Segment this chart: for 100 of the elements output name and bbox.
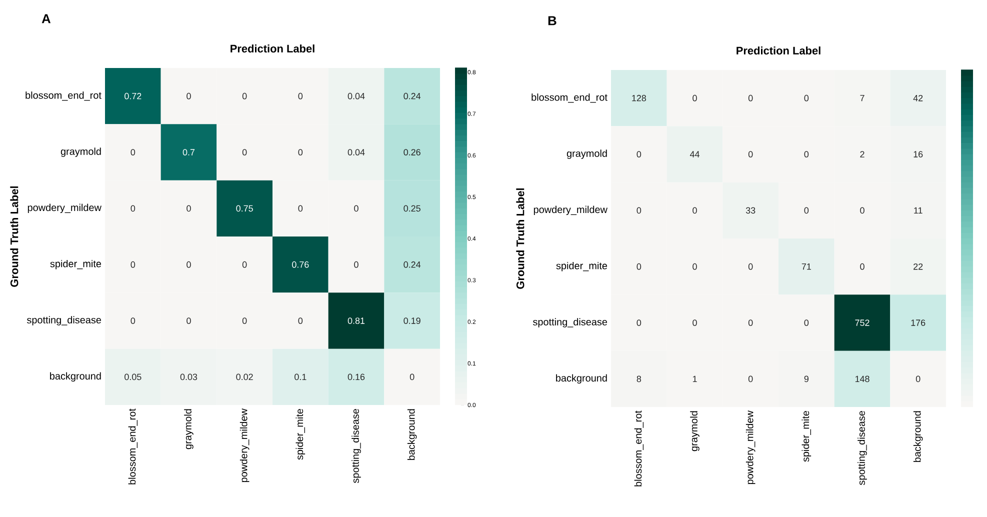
y-tick-label: graymold [566,150,607,159]
data-label: 148 [855,376,870,382]
data-label: 0 [636,151,642,158]
data-label: 0.26 [404,149,420,156]
data-label: 2 [860,151,864,158]
data-label: 0 [636,263,642,270]
text: A [42,14,51,24]
data-label: 0 [804,94,809,102]
data-label: 0 [692,263,697,270]
data-label: 0 [242,261,247,268]
data-label: 0.04 [348,92,365,100]
data-label: 0 [130,261,136,268]
data-label: 16 [914,151,923,158]
data-label: 0 [636,207,642,214]
x-tick-label: spider_mite [296,408,306,460]
data-label: 0 [804,320,809,326]
data-label: 0.7 [182,149,195,156]
data-label: 0 [748,320,753,326]
data-label: 0 [636,320,642,326]
data-label: 176 [911,320,926,326]
data-label: 0.02 [236,374,253,380]
data-label: 0 [692,207,697,214]
y-tick-label: background [556,374,607,384]
y-tick-label: spider_mite [556,262,608,272]
data-label: 0.16 [348,374,365,380]
x-tick-label: powdery_mildew [746,410,756,484]
data-label: 0 [186,261,191,268]
data-label: 0 [748,94,753,102]
data-label: 0 [860,207,864,214]
data-label: 0 [804,207,809,214]
x-tick-label: spotting_disease [352,408,361,484]
data-label: 0 [354,261,358,268]
data-label: 0 [748,151,753,158]
data-label: 0 [130,205,136,212]
data-label: 0 [804,151,809,158]
data-label: 0 [354,205,358,212]
data-label: 128 [632,94,646,102]
y-tick-label: background [50,372,101,382]
data-label: 0 [186,92,191,100]
y-tick-label: blossom_end_rot [532,93,608,103]
data-label: 1 [692,376,697,382]
data-label: 0 [186,318,191,324]
data-label: 0.76 [292,261,309,268]
y-axis-title: Ground Truth Label [10,186,18,287]
y-tick-label: powdery_mildew [534,206,608,216]
data-label: 0 [242,149,247,156]
data-label: 0 [748,263,753,270]
y-tick-label: blossom_end_rot [26,91,102,101]
data-label: 0.1 [294,374,306,380]
data-label: 0.72 [124,92,142,100]
data-label: 42 [913,94,923,102]
x-tick-label: background [913,411,923,462]
data-label: 0 [298,318,303,324]
data-label: 0 [692,94,697,102]
chart-title: Prediction Label [230,44,314,53]
y-tick-label: powdery_mildew [28,204,102,214]
data-label: 0 [298,92,303,100]
x-tick-label: background [407,409,417,460]
x-tick-label: spider_mite [802,410,812,462]
data-label: 0 [242,318,247,324]
data-label: 0.24 [404,92,421,100]
data-label: 0 [298,149,303,156]
data-label: 0 [130,149,136,156]
data-label: 0 [130,318,136,324]
data-label: 0 [860,263,864,270]
data-label: 0 [242,92,247,100]
data-label: 752 [855,320,870,326]
y-axis-title: Ground Truth Label [516,188,524,289]
data-label: 22 [914,263,923,270]
y-tick-label: spider_mite [50,260,102,270]
data-label: 0 [748,376,753,382]
data-label: 0.19 [404,318,420,324]
text: B [548,16,556,26]
data-label: 0 [692,320,697,326]
data-label: 0.75 [236,205,253,212]
y-tick-label: graymold [60,148,101,157]
x-tick-label: spotting_disease [858,410,867,486]
data-label: 0 [916,376,920,382]
data-label: 7 [860,95,864,102]
y-tick-label: spotting_disease [26,316,102,326]
y-tick-label: spotting_disease [532,318,608,328]
data-label: 8 [636,376,642,382]
data-label: 0 [410,374,414,380]
data-label: 0.81 [348,318,365,324]
data-label: 33 [746,207,756,214]
data-label: 0 [186,205,191,212]
data-label: 44 [690,151,700,158]
data-label: 0 [298,205,303,212]
data-label: 0.25 [404,205,420,212]
data-label: 0.04 [348,149,365,156]
chart-title: Prediction Label [736,46,820,55]
x-tick-label: graymold [690,411,700,452]
x-tick-label: powdery_mildew [240,408,250,482]
data-label: 71 [802,264,811,270]
x-tick-label: graymold [184,409,194,450]
data-label: 0.05 [124,374,142,380]
data-label: 0.24 [404,261,421,268]
data-label: 0.03 [180,374,198,380]
data-label: 9 [804,376,808,382]
data-label: 11 [914,207,922,214]
